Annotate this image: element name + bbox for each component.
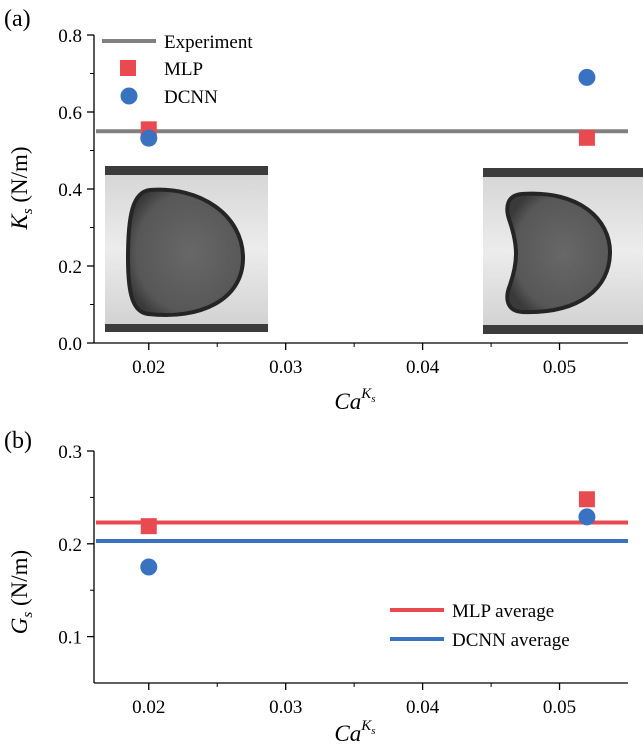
x-axis-label-b: CaKs: [334, 718, 375, 746]
mlp-average-point: [578, 491, 595, 508]
legend-a-experiment-label: Experiment: [164, 32, 253, 53]
legend-a-dcnn-label: DCNN: [164, 87, 218, 108]
dcnn-point: [578, 68, 596, 86]
data-b: [96, 491, 628, 576]
mlp-point: [578, 129, 595, 146]
y-tick-label: 0.1: [58, 628, 82, 649]
legend-b: MLP average DCNN average: [390, 601, 570, 651]
y-axis-label-b: Gs (N/m): [7, 550, 36, 634]
panel-b: (b) 0.02 0.03 0.04 0.05 0.1 0.2 0.3 MLP averag…: [4, 428, 628, 746]
y-tick-label: 0.0: [58, 334, 82, 355]
x-tick-label: 0.02: [132, 357, 165, 378]
cell-image-left: [105, 166, 268, 332]
ticks-b: 0.02 0.03 0.04 0.05 0.1 0.2 0.3: [58, 442, 576, 718]
panel-label-a: (a): [4, 6, 31, 32]
y-tick-label: 0.2: [58, 257, 82, 278]
x-tick-label: 0.04: [406, 697, 440, 718]
mlp-average-point: [140, 518, 157, 535]
panel-label-b: (b): [4, 428, 32, 454]
legend-a: Experiment MLP DCNN: [102, 32, 253, 108]
y-tick-label: 0.2: [58, 535, 82, 556]
y-tick-label: 0.4: [58, 180, 82, 201]
legend-b-mlp-label: MLP average: [452, 601, 554, 622]
data-a: [96, 68, 628, 147]
legend-a-mlp-marker: [120, 60, 136, 76]
panel-a: (a) 0.02 0.03 0.04 0.05 0.0 0.2 0.4 0.6 0.8 Expe…: [4, 6, 643, 414]
x-tick-label: 0.04: [406, 357, 440, 378]
dcnn-average-point: [140, 558, 158, 576]
dcnn-point: [140, 129, 158, 147]
legend-b-dcnn-label: DCNN average: [452, 630, 570, 651]
x-tick-label: 0.03: [269, 357, 302, 378]
x-tick-label: 0.05: [543, 357, 576, 378]
y-tick-label: 0.6: [58, 103, 82, 124]
x-axis-label-a: CaKs: [334, 386, 375, 414]
dcnn-average-point: [578, 508, 596, 526]
cell-image-right: [483, 168, 643, 334]
ticks-a: 0.02 0.03 0.04 0.05 0.0 0.2 0.4 0.6 0.8: [58, 26, 576, 378]
axes-frame-b: [93, 451, 628, 684]
x-tick-label: 0.05: [543, 697, 576, 718]
y-axis-label-a: Ks (N/m): [7, 146, 36, 230]
x-tick-label: 0.03: [269, 697, 302, 718]
x-tick-label: 0.02: [132, 697, 165, 718]
legend-a-mlp-label: MLP: [164, 59, 203, 80]
y-tick-label: 0.3: [58, 442, 82, 463]
y-tick-label: 0.8: [58, 26, 82, 47]
legend-a-dcnn-marker: [120, 87, 138, 105]
